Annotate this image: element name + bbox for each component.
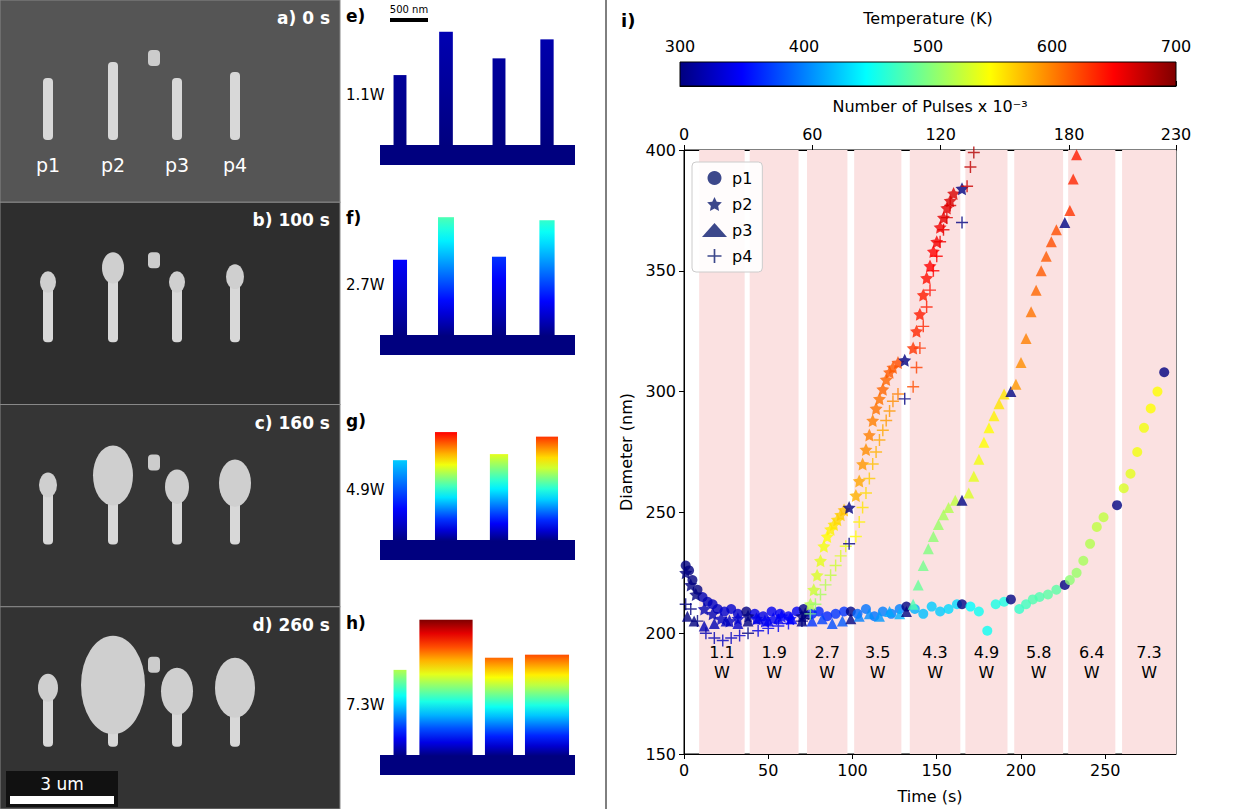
svg-text:200: 200 — [1006, 761, 1037, 780]
svg-text:p4: p4 — [223, 154, 247, 176]
svg-text:200: 200 — [645, 624, 676, 643]
svg-text:W: W — [979, 663, 995, 682]
svg-text:W: W — [1084, 663, 1100, 682]
svg-text:400: 400 — [789, 37, 820, 56]
svg-text:7.3W: 7.3W — [346, 696, 385, 714]
svg-text:350: 350 — [645, 261, 676, 280]
svg-text:2.7W: 2.7W — [346, 276, 385, 294]
svg-text:50: 50 — [758, 761, 778, 780]
svg-text:180: 180 — [1054, 125, 1085, 144]
svg-text:p3: p3 — [732, 221, 752, 240]
svg-text:0: 0 — [679, 761, 689, 780]
svg-text:W: W — [766, 663, 782, 682]
svg-text:0: 0 — [679, 125, 689, 144]
svg-text:g): g) — [346, 411, 366, 431]
svg-text:3.5: 3.5 — [865, 643, 890, 662]
svg-text:W: W — [1141, 663, 1157, 682]
svg-text:400: 400 — [645, 141, 676, 160]
svg-text:1.1W: 1.1W — [346, 86, 385, 104]
svg-text:1.9: 1.9 — [761, 643, 786, 662]
svg-text:W: W — [1031, 663, 1047, 682]
svg-text:250: 250 — [1090, 761, 1121, 780]
svg-text:600: 600 — [1037, 37, 1068, 56]
svg-text:i): i) — [621, 10, 635, 31]
svg-text:b) 100 s: b) 100 s — [253, 210, 330, 230]
svg-text:230: 230 — [1161, 125, 1192, 144]
svg-text:W: W — [714, 663, 730, 682]
svg-text:c) 160 s: c) 160 s — [255, 413, 330, 433]
svg-text:f): f) — [346, 208, 361, 228]
svg-text:W: W — [927, 663, 943, 682]
svg-text:250: 250 — [645, 503, 676, 522]
svg-text:Time (s): Time (s) — [896, 787, 962, 806]
svg-text:7.3: 7.3 — [1136, 643, 1161, 662]
svg-text:3 um: 3 um — [40, 774, 84, 794]
svg-text:p2: p2 — [732, 195, 752, 214]
svg-text:e): e) — [346, 6, 365, 26]
svg-text:150: 150 — [645, 745, 676, 764]
svg-text:W: W — [819, 663, 835, 682]
svg-text:p1: p1 — [36, 154, 60, 176]
svg-text:p1: p1 — [732, 169, 752, 188]
svg-text:4.3: 4.3 — [922, 643, 947, 662]
svg-text:h): h) — [346, 613, 366, 633]
svg-text:Temperature (K): Temperature (K) — [862, 9, 992, 28]
svg-text:60: 60 — [802, 125, 822, 144]
svg-text:p4: p4 — [732, 247, 752, 266]
svg-text:p3: p3 — [165, 154, 189, 176]
svg-text:700: 700 — [1161, 37, 1192, 56]
svg-text:4.9W: 4.9W — [346, 481, 385, 499]
svg-text:a) 0 s: a) 0 s — [277, 8, 330, 28]
svg-text:W: W — [870, 663, 886, 682]
svg-text:1.1: 1.1 — [709, 643, 734, 662]
svg-text:100: 100 — [837, 761, 868, 780]
svg-text:5.8: 5.8 — [1026, 643, 1051, 662]
svg-text:Diameter (nm): Diameter (nm) — [617, 393, 636, 511]
svg-text:500 nm: 500 nm — [390, 4, 428, 15]
svg-text:300: 300 — [665, 37, 696, 56]
svg-text:2.7: 2.7 — [814, 643, 839, 662]
svg-text:300: 300 — [645, 382, 676, 401]
svg-text:6.4: 6.4 — [1079, 643, 1104, 662]
svg-text:150: 150 — [921, 761, 952, 780]
svg-text:Number of Pulses x 10⁻³: Number of Pulses x 10⁻³ — [832, 97, 1027, 116]
svg-text:500: 500 — [913, 37, 944, 56]
svg-text:4.9: 4.9 — [974, 643, 999, 662]
svg-text:120: 120 — [925, 125, 956, 144]
svg-text:p2: p2 — [101, 154, 125, 176]
svg-text:d) 260 s: d) 260 s — [253, 615, 330, 635]
